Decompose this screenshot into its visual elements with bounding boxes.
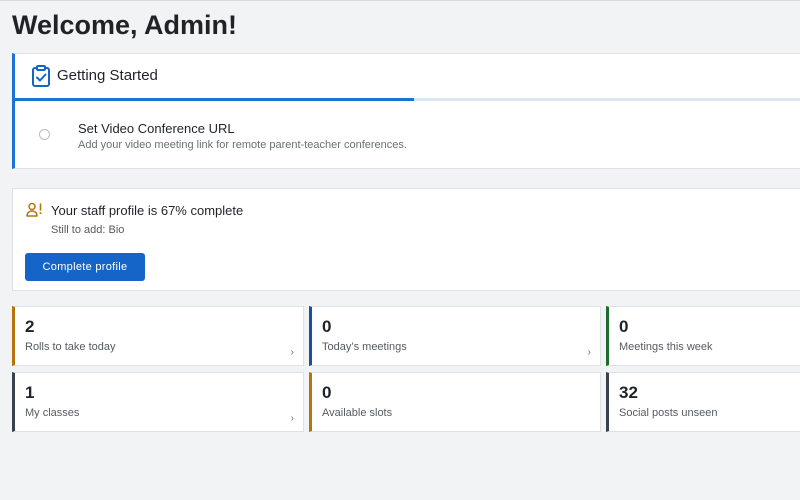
stat-todays-meetings[interactable]: 0 Today’s meetings › [309, 306, 601, 366]
stat-value: 32 [619, 383, 638, 402]
profile-completion-card: Your staff profile is 67% complete Still… [12, 188, 800, 291]
stat-social-posts-unseen[interactable]: 32 Social posts unseen [606, 372, 800, 432]
stat-label: Rolls to take today [25, 341, 116, 353]
stat-available-slots[interactable]: 0 Available slots [309, 372, 601, 432]
stat-label: My classes [25, 407, 80, 419]
task-title: Set Video Conference URL [78, 121, 235, 136]
profile-completion-title: Your staff profile is 67% complete [51, 203, 244, 218]
chevron-right-icon: › [290, 413, 294, 424]
chevron-right-icon: › [587, 347, 591, 358]
user-alert-icon [26, 202, 42, 217]
clipboard-check-icon [32, 65, 50, 87]
getting-started-header[interactable]: Getting Started [15, 54, 800, 98]
getting-started-card: Getting Started Set Video Conference URL… [12, 53, 800, 169]
profile-missing-fields: Still to add: Bio [51, 224, 125, 236]
chevron-right-icon: › [290, 347, 294, 358]
getting-started-progress-bar [15, 98, 800, 101]
stat-value: 1 [25, 383, 35, 402]
stat-label: Available slots [322, 407, 393, 419]
stat-rolls-to-take-today[interactable]: 2 Rolls to take today › [12, 306, 304, 366]
getting-started-title: Getting Started [57, 67, 158, 84]
stat-my-classes[interactable]: 1 My classes › [12, 372, 304, 432]
stat-value: 0 [322, 383, 332, 402]
stat-value: 0 [322, 317, 332, 336]
task-radio[interactable] [39, 129, 50, 140]
task-video-conference-url[interactable]: Set Video Conference URL Add your video … [15, 102, 800, 168]
stat-value: 2 [25, 317, 35, 336]
complete-profile-button[interactable]: Complete profile [25, 253, 145, 281]
stat-label: Meetings this week [619, 341, 713, 353]
stat-label: Today’s meetings [322, 341, 407, 353]
stat-label: Social posts unseen [619, 407, 718, 419]
getting-started-progress-fill [15, 98, 414, 101]
stat-meetings-this-week[interactable]: 0 Meetings this week [606, 306, 800, 366]
task-description: Add your video meeting link for remote p… [78, 139, 407, 151]
stat-value: 0 [619, 317, 629, 336]
page-title: Welcome, Admin! [12, 10, 238, 40]
